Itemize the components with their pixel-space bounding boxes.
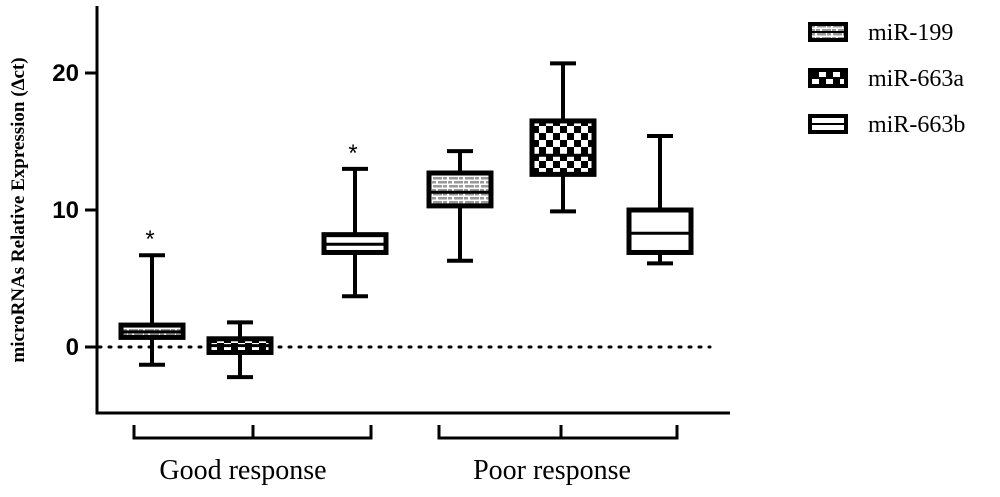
poor-response-label: Poor response — [473, 455, 631, 486]
y-tick-label-10: 10 — [52, 197, 79, 224]
y-axis-label: microRNAs Relative Expression (Δct) — [8, 57, 29, 362]
legend-label-mir-663a: miR-663a — [868, 66, 964, 92]
box-poor-mir-199-box — [426, 170, 494, 209]
y-tick-label-20: 20 — [52, 60, 79, 87]
box-good-mir-199-significance-mark: * — [145, 226, 154, 253]
good-response-label: Good response — [159, 455, 326, 486]
box-poor-mir-663a-box — [529, 118, 597, 177]
y-tick-label-0: 0 — [66, 334, 79, 361]
legend-label-mir-199: miR-199 — [868, 20, 953, 46]
box-poor-mir-663b-box — [626, 207, 694, 255]
legend-label-mir-663b: miR-663b — [868, 112, 965, 138]
box-good-mir-663b-significance-mark: * — [348, 140, 357, 167]
